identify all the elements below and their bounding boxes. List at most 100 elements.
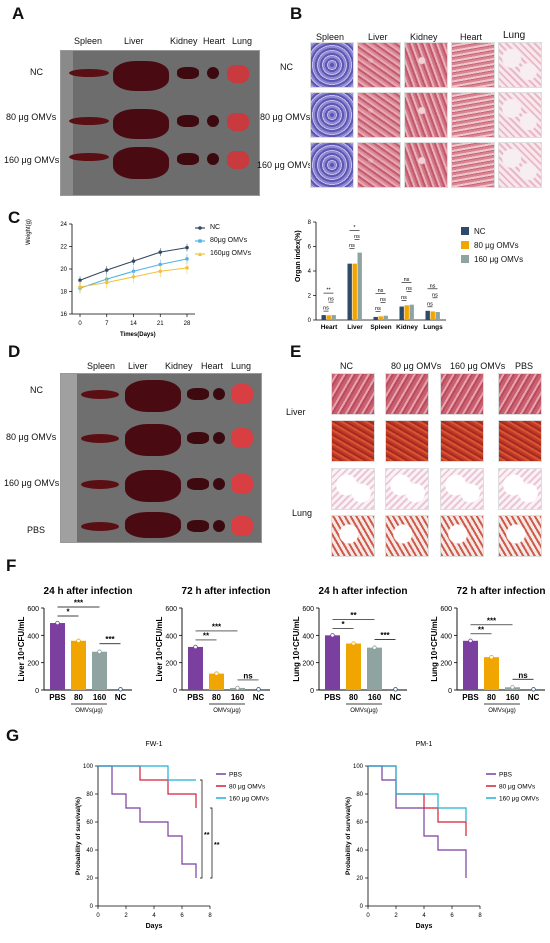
cfu-category-label: 80 [212,693,221,702]
weight-point [78,285,82,289]
d-col-heart: Heart [201,361,224,371]
organ-ytick: 4 [308,269,312,275]
e-col-pbs: PBS [515,361,534,371]
d-col-liver: Liver [128,361,148,371]
a-col-heart: Heart [203,36,226,46]
cfu-ytick: 600 [165,606,177,613]
cfu-sig-label: * [66,608,70,617]
weight-point [158,262,163,267]
weight-ytick: 22 [60,245,67,251]
survival-legend-label: 160 μg OMVs [499,796,540,803]
organ-index-ylabel: Organ index(%) [295,230,302,282]
organ-category-label: Lungs [423,324,443,331]
weight-ylabel: Weight(g) [26,219,32,245]
organ-sig-label: ns [427,301,433,307]
cfu-category-label: NC [528,693,540,702]
cfu-title: 72 h after infection [457,586,546,597]
weight-xtick: 14 [130,321,137,327]
cfu-point [372,645,377,650]
cfu-point [510,685,515,690]
cfu-chart-liver-72h: 72 h after infection Liver 10⁴CFU/mL 0 200 4… [155,586,270,714]
cfu-category-label: PBS [187,693,204,702]
cfu-chart-lung-24h: 24 h after infection Lung 10⁴CFU/mL 0 200 40… [292,586,407,714]
organ-bar [352,263,357,320]
cfu-point [468,638,473,643]
cfu-ytick: 600 [440,606,452,613]
cfu-point [235,685,240,691]
liver-organ [113,61,169,91]
oi-legend-nc: NC [474,227,486,236]
cfu-ylabel: Liver 10⁴CFU/mL [155,616,164,681]
a-row-nc: NC [30,67,43,77]
cfu-sig-label: *** [380,631,390,640]
organ-bar [321,315,326,320]
cfu-ytick: 400 [165,633,177,640]
survival-sig-bracket [210,807,213,879]
cfu-category-label: 160 [368,693,382,702]
survival-xtick: 8 [208,913,212,919]
b-row-nc: NC [280,62,293,72]
organ-bar [430,311,435,320]
survival-xtick: 6 [450,913,454,919]
cfu-ylabel: Lung 10⁴CFU/mL [430,616,439,681]
survival-xtick: 6 [180,913,184,919]
organ-index-chart: 0 2 4 6 8 Heart Liver Spleen Kidney Lungs ns ns ** n… [295,220,446,331]
d-row-pbs: PBS [27,525,46,535]
cfu-ytick: 600 [27,606,39,613]
organ-bar [409,304,414,320]
cfu-ytick: 0 [310,688,314,695]
weight-chart: 16 18 20 22 24 0 7 14 21 28 Weight(g) Times(Days) [26,219,195,338]
survival-xtick: 2 [394,913,398,919]
cfu-point [256,687,261,692]
cfu-bar [463,640,478,690]
cfu-ytick: 200 [440,661,452,668]
organ-category-label: Liver [347,324,363,331]
cfu-sig-label: *** [105,635,115,644]
b-col-heart: Heart [460,32,483,42]
cfu-sig-label: *** [74,599,84,608]
cfu-bar [367,647,382,690]
a-row-80: 80 μg OMVs [6,112,57,122]
cfu-group-label: OMVs(μg) [213,708,240,714]
survival-legend-label: 80 μg OMVs [499,784,536,791]
survival-curve [98,765,196,781]
cfu-point [118,687,123,692]
organ-sig-label: ns [349,243,355,249]
organ-sig-label: ns [328,297,334,303]
cfu-category-label: PBS [462,693,479,702]
cfu-bar [325,635,340,690]
cfu-chart-lung-72h: 72 h after infection Lung 10⁴CFU/mL 0 200 40… [430,586,545,714]
cfu-ytick: 200 [27,661,39,668]
cfu-category-label: 80 [349,693,358,702]
d-row-nc: NC [30,385,43,395]
weight-point [78,278,82,283]
survival-xtick: 4 [422,913,426,919]
cfu-ytick: 600 [302,606,314,613]
organ-bar [435,312,440,320]
cfu-ytick: 400 [27,633,39,640]
cfu-point [489,654,494,660]
cfu-sig-label: ns [518,671,528,680]
e-col-nc: NC [340,361,353,371]
organ-sig-label: ns [432,292,438,298]
organ-sig-label: ns [401,295,407,301]
survival-legend-label: PBS [499,772,513,779]
panel-label-a: A [12,4,25,23]
panel-label-d: D [8,342,21,361]
weight-point [104,280,109,285]
survival-xlabel: Days [146,923,163,930]
cfu-category-label: 160 [93,693,107,702]
organ-ytick: 0 [308,318,312,324]
cfu-point [351,641,356,646]
spleen-organ [69,69,109,77]
survival-legend-label: 80 μg OMVs [229,784,266,791]
cfu-ytick: 400 [302,633,314,640]
b-col-liver: Liver [368,32,388,42]
cfu-point [531,687,536,692]
panel-d-organ-photo [60,373,262,543]
cfu-bar [92,651,107,690]
survival-ytick: 20 [86,876,93,882]
weight-xtick: 7 [105,321,109,327]
organ-bar [425,310,430,320]
organ-sig-label: ns [323,306,329,312]
